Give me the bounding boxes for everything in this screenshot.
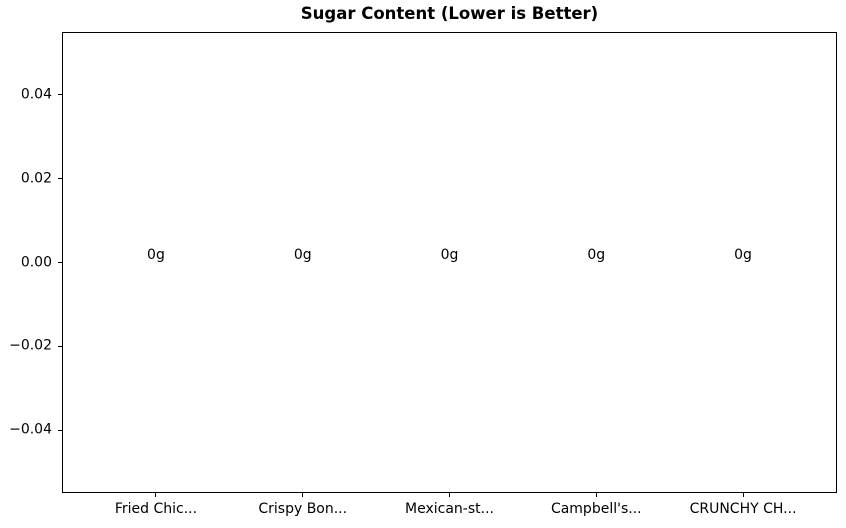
y-tick-mark — [58, 429, 62, 431]
bar-value-label: 0g — [293, 246, 312, 263]
x-tick-label: Crispy Bon... — [258, 501, 348, 517]
y-tick-mark — [58, 345, 62, 347]
bar-value-label: 0g — [587, 246, 606, 263]
y-tick-label: 0.00 — [20, 254, 52, 270]
chart-title: Sugar Content (Lower is Better) — [300, 4, 599, 23]
bar-value-label: 0g — [440, 246, 459, 263]
y-tick-label: 0.04 — [20, 86, 52, 103]
x-tick-label: CRUNCHY CH... — [689, 501, 797, 517]
bar-value-label: 0g — [734, 246, 752, 263]
y-tick-mark — [58, 94, 62, 96]
y-tick-label: −0.02 — [9, 337, 52, 354]
x-tick-mark — [155, 493, 157, 497]
x-tick-mark — [742, 493, 744, 497]
y-tick-mark — [58, 178, 62, 180]
x-tick-mark — [449, 493, 450, 497]
plot-area — [62, 32, 837, 493]
y-tick-label: −0.04 — [9, 421, 52, 438]
x-tick-mark — [595, 493, 597, 497]
x-tick-label: Campbell's... — [550, 501, 642, 517]
y-tick-mark — [58, 262, 62, 263]
y-tick-label: 0.02 — [20, 170, 52, 187]
x-tick-label: Mexican-st... — [405, 501, 494, 517]
bar-value-label: 0g — [147, 246, 165, 263]
x-tick-label: Fried Chic... — [114, 501, 198, 517]
x-tick-mark — [302, 493, 304, 497]
